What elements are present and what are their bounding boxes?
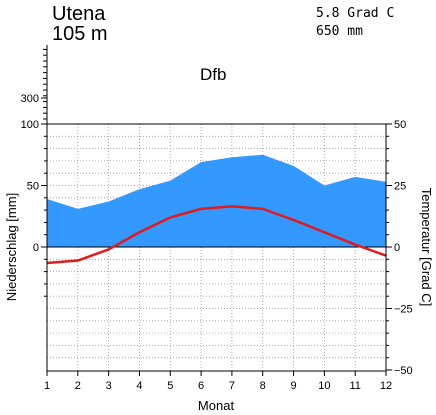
temperature-line: [46, 205, 387, 265]
x-tick-label: 3: [106, 380, 112, 392]
x-tick-label: 7: [229, 380, 235, 392]
climate-class: Dfb: [200, 65, 226, 84]
left-axis-label: Niederschlag [mm]: [4, 193, 19, 301]
right-axis-label: Temperatur [Grad C]: [419, 188, 434, 307]
right-tick-label: 0: [394, 242, 400, 254]
x-tick-label: 1: [44, 380, 50, 392]
right-tick-label: −50: [394, 365, 413, 377]
x-tick-label: 2: [75, 380, 81, 392]
left-tick-label: 50: [27, 181, 39, 193]
station-name: Utena: [52, 3, 106, 25]
x-tick-label: 12: [380, 380, 392, 392]
x-tick-label: 6: [198, 380, 204, 392]
left-tick-label: 300: [21, 93, 39, 105]
x-tick-label: 4: [136, 380, 142, 392]
x-tick-label: 10: [318, 380, 330, 392]
left-tick-label: 100: [21, 119, 39, 131]
precipitation-area: [47, 154, 386, 247]
x-tick-label: 8: [260, 380, 266, 392]
right-tick-label: 50: [394, 119, 406, 131]
right-tick-label: −25: [394, 304, 413, 316]
precipitation-summary: 650 mm: [316, 24, 363, 39]
right-tick-label: 25: [394, 181, 406, 193]
temperature-line-layer: [46, 205, 387, 265]
x-tick-label: 11: [349, 380, 360, 392]
station-elevation: 105 m: [52, 23, 108, 45]
precipitation-area-layer: [47, 154, 386, 247]
temperature-summary: 5.8 Grad C: [316, 6, 394, 21]
x-axis-label: Monat: [198, 398, 235, 413]
x-tick-label: 5: [167, 380, 173, 392]
x-tick-label: 9: [290, 380, 296, 392]
left-tick-label: 0: [33, 242, 39, 254]
